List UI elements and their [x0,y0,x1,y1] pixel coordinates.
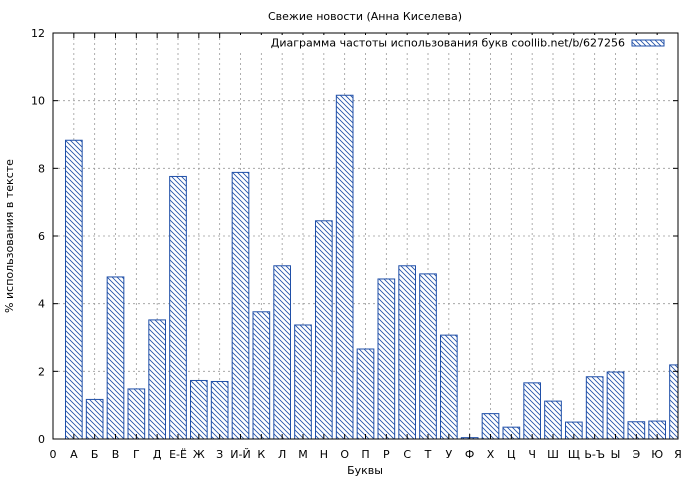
x-tick-label: Д [153,448,162,461]
x-tick-label: Е-Ё [169,448,187,461]
bar [544,400,562,440]
bar [231,171,250,440]
bar [335,94,354,440]
x-tick-label: Ь-Ъ [584,448,605,461]
x-tick-label: О [340,448,349,461]
x-tick-label: Ш [547,448,559,461]
x-tick-label: Л [278,448,286,461]
bar [585,376,604,440]
x-tick-label: Ы [611,448,621,461]
y-tick-label: 6 [38,230,45,243]
bar [210,380,229,440]
x-tick-label: У [445,448,452,461]
bar [106,276,125,440]
bar [85,398,104,440]
x-tick-label: Ч [528,448,536,461]
legend: Диаграмма частоты использования букв coo… [240,35,676,51]
legend-box [240,35,676,51]
y-tick-label: 2 [38,365,45,378]
y-tick-label: 4 [38,298,45,311]
legend-label: Диаграмма частоты использования букв coo… [271,37,625,50]
x-tick-label: Я [674,448,682,461]
y-axis-label: % использования в тексте [3,159,16,313]
y-tick-label: 0 [38,433,45,446]
x-tick-label: Н [320,448,328,461]
bar [273,265,291,440]
x-tick-label: К [257,448,265,461]
x-tick-label: Х [487,448,495,461]
x-tick-label: Ф [465,448,474,461]
bar [148,319,167,440]
bar [127,388,146,440]
bar [65,139,83,440]
bar [419,273,437,440]
grid-lines [53,33,678,439]
x-axis-label: Буквы [347,464,383,477]
x-tick-label: Щ [568,448,580,461]
x-tick-label: Р [383,448,390,461]
x-tick-label: Э [632,448,640,461]
x-tick-label: З [216,448,223,461]
x-tick-label: Ю [651,448,663,461]
bar [356,348,375,440]
bar [294,324,312,440]
bar [606,371,625,440]
bar [377,278,396,440]
y-tick-label: 10 [31,95,45,108]
y-tick-label: 12 [31,27,45,40]
x-tick-label: В [112,448,120,461]
bar [169,175,187,440]
chart-title: Свежие новости (Анна Киселева) [268,10,462,23]
bar [669,364,679,440]
x-tick-label: П [361,448,369,461]
x-tick-label: С [403,448,411,461]
bar [440,334,458,440]
legend-swatch [631,39,665,47]
y-axis-ticks: 0 2 4 6 8 10 12 [31,27,678,446]
x-tick-label: М [298,448,308,461]
x-tick-label: Т [424,448,432,461]
x-tick-label: Ж [193,448,205,461]
y-tick-label: 8 [38,162,45,175]
x-tick-label: 0 [50,448,57,461]
bars [65,94,679,440]
x-tick-label: А [70,448,78,461]
x-axis-ticks: 0 А Б В Г Д Е-Ё Ж З И-Й К Л М Н О П Р С Т У Ф Х Ц Ч Ш Щ Ь-Ъ Ы Э Ю Я [50,33,682,461]
x-tick-label: Ц [507,448,516,461]
x-tick-label: И-Й [230,448,250,461]
x-tick-label: Г [133,448,140,461]
bar [190,379,208,440]
bar [315,220,333,440]
bar [398,265,416,440]
bar [523,382,542,440]
x-tick-label: Б [91,448,99,461]
bar [252,311,271,440]
